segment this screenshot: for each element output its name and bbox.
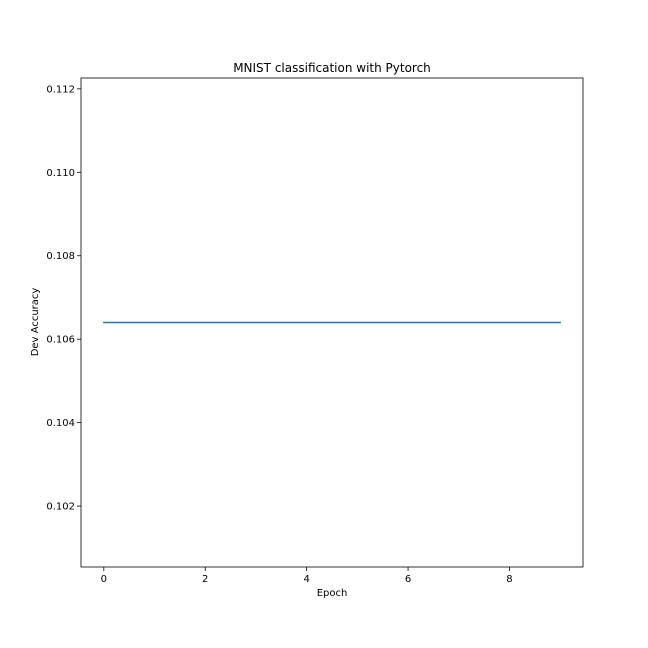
x-tick-label: 2	[202, 574, 208, 585]
y-tick-label: 0.108	[46, 251, 75, 262]
y-tick-label: 0.102	[46, 502, 75, 513]
x-tick-label: 0	[101, 574, 107, 585]
y-tick-label: 0.110	[46, 168, 75, 179]
chart-title: MNIST classification with Pytorch	[233, 61, 431, 75]
y-tick-label: 0.106	[46, 335, 75, 346]
x-tick-label: 4	[303, 574, 309, 585]
y-tick-label: 0.112	[46, 84, 75, 95]
y-ticks: 0.102 0.104 0.106 0.108 0.110 0.112	[46, 84, 81, 513]
x-ticks: 0 2 4 6 8	[101, 567, 513, 585]
plot-frame	[80, 77, 584, 568]
y-axis-label: Dev Accuracy	[30, 288, 41, 357]
x-tick-label: 6	[405, 574, 411, 585]
y-tick-label: 0.104	[46, 418, 75, 429]
x-axis-label: Epoch	[317, 588, 348, 599]
x-tick-label: 8	[506, 574, 512, 585]
